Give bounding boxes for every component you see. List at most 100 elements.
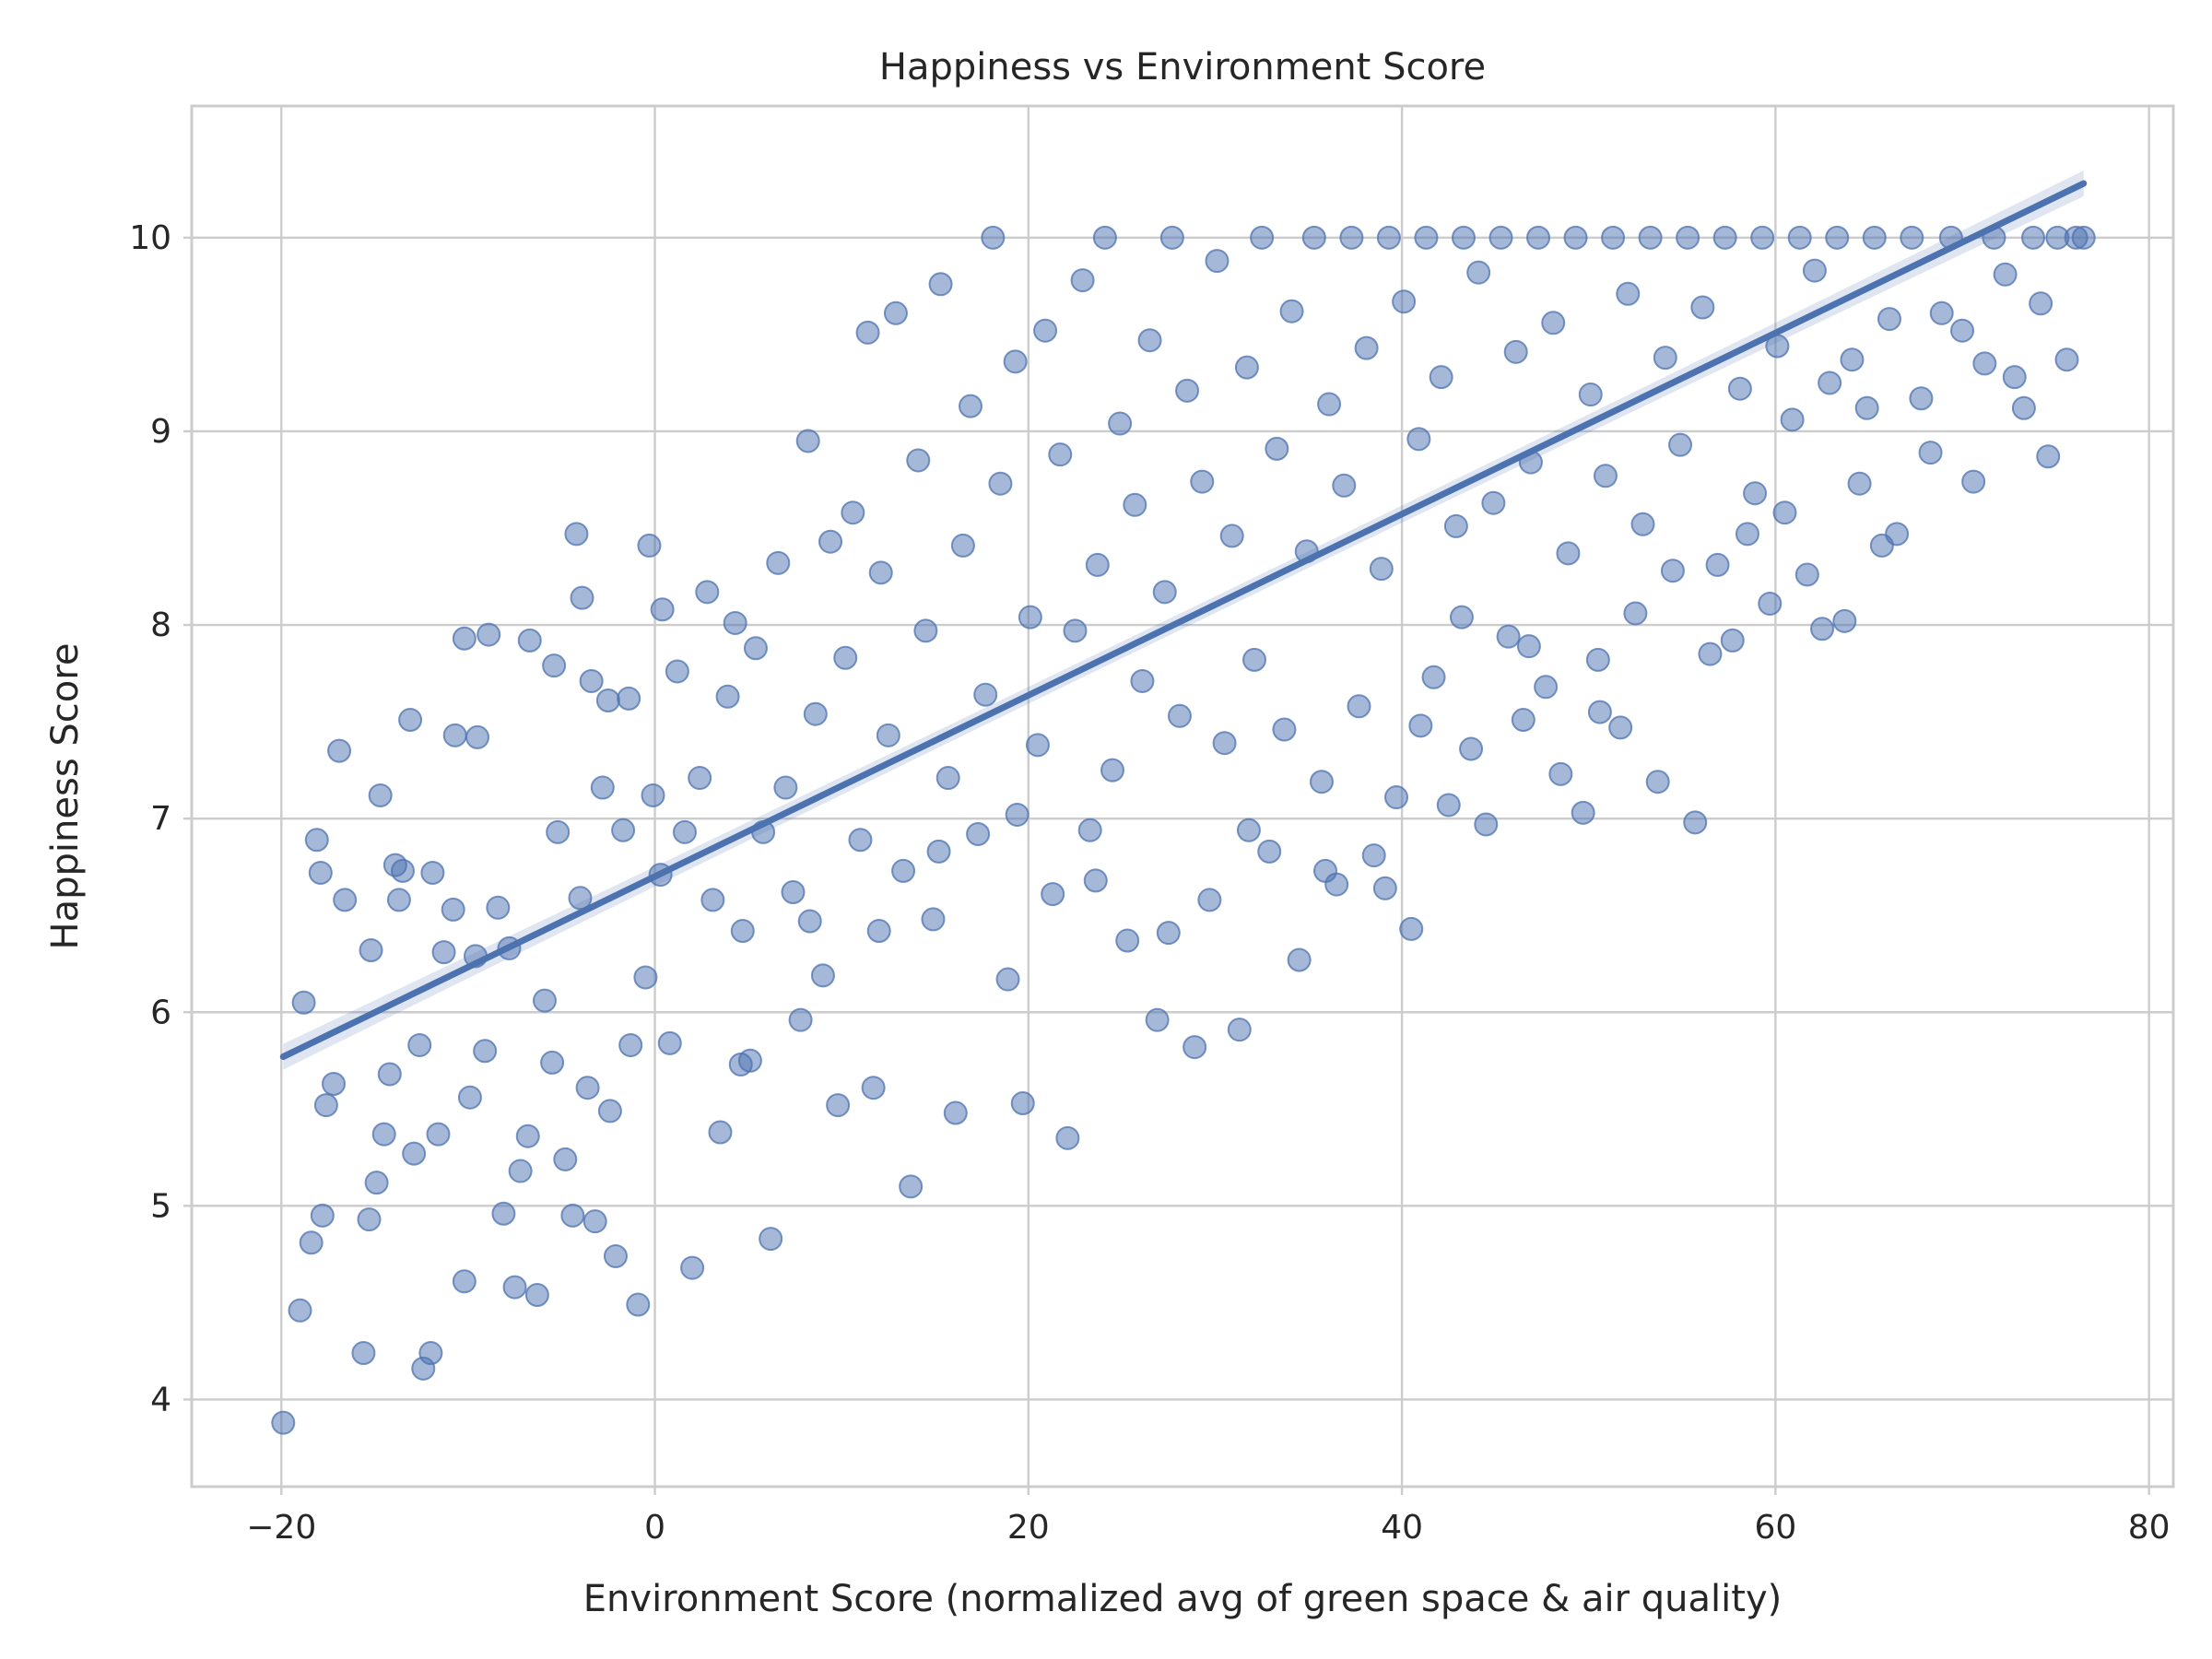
data-point xyxy=(473,1039,498,1064)
data-point xyxy=(582,1209,607,1234)
plot-frame xyxy=(190,104,2175,1488)
data-point xyxy=(1406,427,1431,452)
data-point xyxy=(641,782,665,807)
data-point xyxy=(299,1230,324,1255)
data-point xyxy=(532,988,557,1013)
x-axis-ticks: −20 0 20 40 60 80 xyxy=(246,1487,2171,1547)
data-point xyxy=(386,888,411,912)
data-point xyxy=(524,1283,549,1308)
data-point xyxy=(1077,818,1102,842)
data-point xyxy=(981,225,1006,250)
data-point xyxy=(700,888,725,912)
data-point xyxy=(1145,1007,1170,1032)
data-point xyxy=(1414,225,1439,250)
data-point xyxy=(1780,407,1805,432)
data-point xyxy=(1041,882,1065,907)
data-point xyxy=(818,529,843,554)
data-point xyxy=(568,886,593,911)
data-point xyxy=(1660,559,1685,583)
data-point xyxy=(1025,733,1050,758)
data-point xyxy=(1854,395,1879,420)
data-point xyxy=(611,818,636,842)
data-point xyxy=(1571,800,1595,825)
data-point xyxy=(1743,481,1768,506)
data-point xyxy=(407,1032,432,1057)
data-point xyxy=(1236,818,1261,842)
x-tick-label: 60 xyxy=(1754,1509,1796,1547)
data-point xyxy=(1683,810,1708,835)
data-point xyxy=(688,766,712,791)
data-point xyxy=(1234,355,1259,380)
data-point xyxy=(781,879,806,904)
data-point xyxy=(1167,703,1192,728)
data-point xyxy=(1003,349,1028,374)
data-point xyxy=(988,471,1013,496)
data-point xyxy=(1877,307,1901,332)
x-axis-label: Environment Score (normalized avg of gre… xyxy=(583,1578,1782,1620)
data-point xyxy=(1301,225,1326,250)
data-point xyxy=(515,1124,540,1148)
data-point xyxy=(271,1410,296,1435)
data-point xyxy=(1055,1125,1080,1150)
data-point xyxy=(597,1099,622,1124)
data-point xyxy=(833,645,858,670)
data-point xyxy=(564,522,589,547)
data-point xyxy=(637,533,662,558)
data-point xyxy=(1085,552,1110,577)
data-point xyxy=(1005,802,1030,827)
fit-line xyxy=(279,180,2088,1061)
data-point xyxy=(517,628,542,653)
data-point xyxy=(1018,605,1042,629)
y-tick-label: 4 xyxy=(150,1381,171,1418)
data-point xyxy=(883,300,908,325)
data-point xyxy=(657,1030,682,1055)
scatter-points xyxy=(271,225,2096,1435)
data-point xyxy=(1033,318,1058,343)
data-point xyxy=(1083,868,1108,893)
y-tick-label: 7 xyxy=(150,800,171,838)
data-point xyxy=(1130,668,1155,693)
data-point xyxy=(442,723,467,747)
data-point xyxy=(680,1255,705,1280)
data-point xyxy=(1832,608,1857,633)
data-point xyxy=(866,919,891,944)
data-point xyxy=(2011,395,2036,420)
data-point xyxy=(1436,793,1461,818)
data-point xyxy=(575,1076,600,1100)
data-point xyxy=(1645,770,1670,794)
data-point xyxy=(1862,225,1887,250)
data-point xyxy=(759,1227,783,1252)
data-point xyxy=(1929,300,1954,325)
data-point xyxy=(826,1093,851,1118)
data-point xyxy=(1242,647,1267,672)
x-tick-label: 20 xyxy=(1007,1509,1050,1547)
data-point xyxy=(1384,785,1409,810)
data-point xyxy=(715,684,740,709)
data-point xyxy=(441,897,465,922)
data-point xyxy=(1313,858,1338,883)
data-point xyxy=(995,967,1020,992)
data-point xyxy=(603,1243,628,1268)
data-point xyxy=(891,858,916,883)
data-point xyxy=(590,775,615,800)
data-point xyxy=(1496,624,1521,649)
data-point xyxy=(398,708,423,733)
data-point xyxy=(1257,839,1282,864)
data-point xyxy=(743,636,768,661)
data-point xyxy=(1578,382,1603,407)
data-point xyxy=(560,1203,585,1228)
data-point xyxy=(841,500,865,525)
data-point xyxy=(1474,812,1499,837)
data-point xyxy=(1156,921,1181,946)
data-point xyxy=(1317,392,1342,417)
data-point xyxy=(1810,617,1835,641)
y-axis-label: Happiness Score xyxy=(44,643,87,950)
data-point xyxy=(1227,1018,1252,1042)
data-point xyxy=(1668,432,1693,457)
data-point xyxy=(1918,441,1943,465)
data-point xyxy=(973,682,998,707)
data-point xyxy=(788,1007,813,1032)
data-point xyxy=(2002,365,2027,390)
data-point xyxy=(570,585,594,610)
